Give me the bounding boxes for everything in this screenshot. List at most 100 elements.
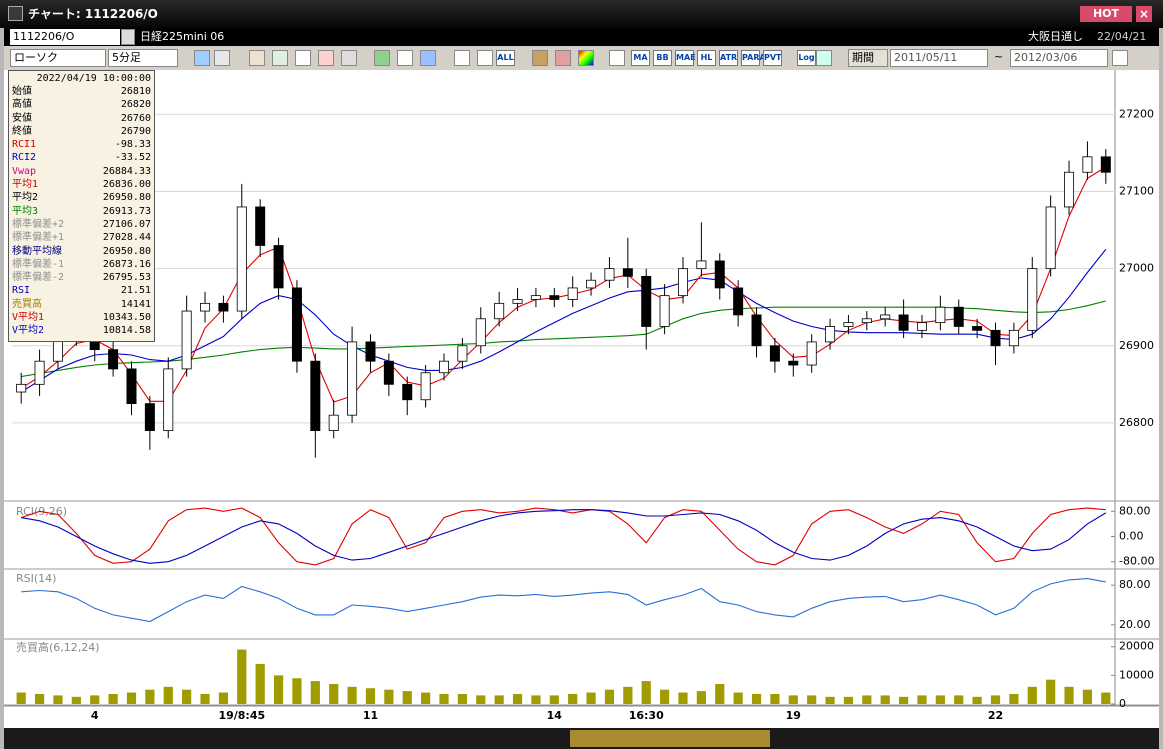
indicator-line — [21, 507, 1106, 566]
panel-title: RSI(14) — [16, 572, 56, 585]
volume-bar — [163, 686, 173, 704]
chart-type-select[interactable]: ローソク — [10, 49, 106, 67]
volume-bar — [90, 695, 100, 704]
scroll-thumb[interactable] — [570, 730, 770, 747]
volume-bar — [1046, 679, 1056, 704]
candle-body — [898, 314, 909, 331]
x-tick-label: 19/8:45 — [218, 709, 265, 722]
y-tick-label: 26900 — [1119, 339, 1154, 352]
info-label: 平均3 — [12, 205, 39, 217]
candle-body — [1082, 156, 1093, 173]
candle-body — [365, 341, 376, 362]
info-label: V平均2 — [12, 325, 45, 337]
indicator-line — [21, 509, 1107, 564]
candle-body — [714, 260, 725, 289]
code-input[interactable]: 1112206/O — [10, 29, 120, 45]
candle-body — [641, 275, 652, 327]
info-value: 26795.53 — [102, 272, 151, 284]
info-row: 高値 26820 — [12, 98, 151, 111]
volume-bar — [935, 695, 945, 704]
panel-title: 売買高(6,12,24) — [16, 640, 100, 654]
from-date[interactable]: 2011/05/11 — [890, 49, 988, 67]
tool-icon[interactable] — [341, 50, 357, 66]
checkbox[interactable] — [1112, 50, 1128, 66]
volume-bar — [972, 696, 982, 704]
volume-bar — [108, 693, 118, 704]
volume-bar — [200, 693, 210, 704]
tool-icon[interactable] — [374, 50, 390, 66]
info-value: 21.51 — [120, 285, 151, 297]
tool-icon[interactable] — [532, 50, 548, 66]
x-tick-label: 16:30 — [629, 709, 664, 722]
volume-bar — [255, 663, 265, 704]
candle-body — [769, 345, 780, 362]
volume-bar — [439, 693, 449, 704]
candle-body — [549, 295, 560, 300]
tool-button[interactable]: PVT — [763, 50, 782, 66]
tool-icon[interactable] — [420, 50, 436, 66]
candle-body — [439, 360, 450, 374]
tool-button[interactable]: HL — [697, 50, 716, 66]
tool-icon[interactable] — [249, 50, 265, 66]
x-tick-label: 11 — [363, 709, 378, 722]
info-row: 売買高 14141 — [12, 298, 151, 311]
tool-icon[interactable] — [272, 50, 288, 66]
tool-icon[interactable] — [477, 50, 493, 66]
tool-button[interactable]: PARA — [741, 50, 766, 66]
candle-body — [420, 372, 431, 401]
tool-icon[interactable] — [194, 50, 210, 66]
tool-button[interactable]: ALL — [496, 50, 515, 66]
tool-button[interactable]: Log — [797, 50, 816, 66]
candle-body — [512, 299, 523, 304]
info-label: RCI2 — [12, 152, 37, 164]
tool-button[interactable]: MA — [631, 50, 650, 66]
volume-bar — [476, 695, 486, 704]
candle-body — [788, 360, 799, 366]
close-button[interactable]: × — [1136, 6, 1152, 22]
candle-body — [218, 302, 229, 312]
tool-icon[interactable] — [214, 50, 230, 66]
info-value: 26810 — [120, 86, 151, 97]
info-value: -98.33 — [114, 139, 151, 151]
candle-body — [843, 322, 854, 327]
candle-body — [972, 326, 983, 331]
y-tick-label: 80.00 — [1119, 578, 1151, 591]
tool-button[interactable]: ATR — [719, 50, 738, 66]
tool-icon[interactable] — [555, 50, 571, 66]
volume-bar — [715, 683, 725, 704]
hot-button[interactable]: HOT — [1080, 6, 1132, 22]
tool-icon[interactable] — [295, 50, 311, 66]
candle-body — [659, 295, 670, 327]
toolbar: ローソク 5分足 期間 2011/05/11 ~ 2012/03/06 ALL M… — [4, 46, 1159, 70]
volume-bar — [53, 695, 63, 704]
volume-bar — [34, 693, 45, 704]
volume-bar — [126, 692, 137, 704]
code-dropdown[interactable] — [121, 29, 135, 45]
tool-icon[interactable] — [454, 50, 470, 66]
tool-icon[interactable] — [816, 50, 832, 66]
info-label: 終値 — [12, 125, 32, 137]
candle-body — [806, 341, 817, 366]
candle-body — [108, 349, 119, 370]
tool-button[interactable]: BB — [653, 50, 672, 66]
tool-button[interactable]: MAE — [675, 50, 696, 66]
to-date[interactable]: 2012/03/06 — [1010, 49, 1108, 67]
volume-bar — [678, 692, 688, 704]
candle-body — [1064, 171, 1075, 208]
candle-body — [144, 403, 155, 431]
candle-body — [733, 287, 744, 316]
info-value: 27028.44 — [102, 232, 151, 244]
chart-area: 26800 26900 27000 27100 27200 80.00 0.00 -80.00… — [4, 70, 1159, 749]
tool-icon[interactable] — [318, 50, 334, 66]
candle-body — [677, 268, 688, 297]
candle-body — [347, 341, 358, 416]
tool-icon[interactable] — [397, 50, 413, 66]
tilde: ~ — [994, 50, 1004, 63]
info-value: 26950.80 — [102, 245, 151, 257]
period-button[interactable]: 期間 — [848, 49, 888, 67]
tool-icon[interactable] — [578, 50, 594, 66]
info-value: 26913.73 — [102, 205, 151, 217]
interval-select[interactable]: 5分足 — [108, 49, 178, 67]
x-tick-label: 4 — [91, 709, 99, 722]
tool-icon[interactable] — [609, 50, 625, 66]
